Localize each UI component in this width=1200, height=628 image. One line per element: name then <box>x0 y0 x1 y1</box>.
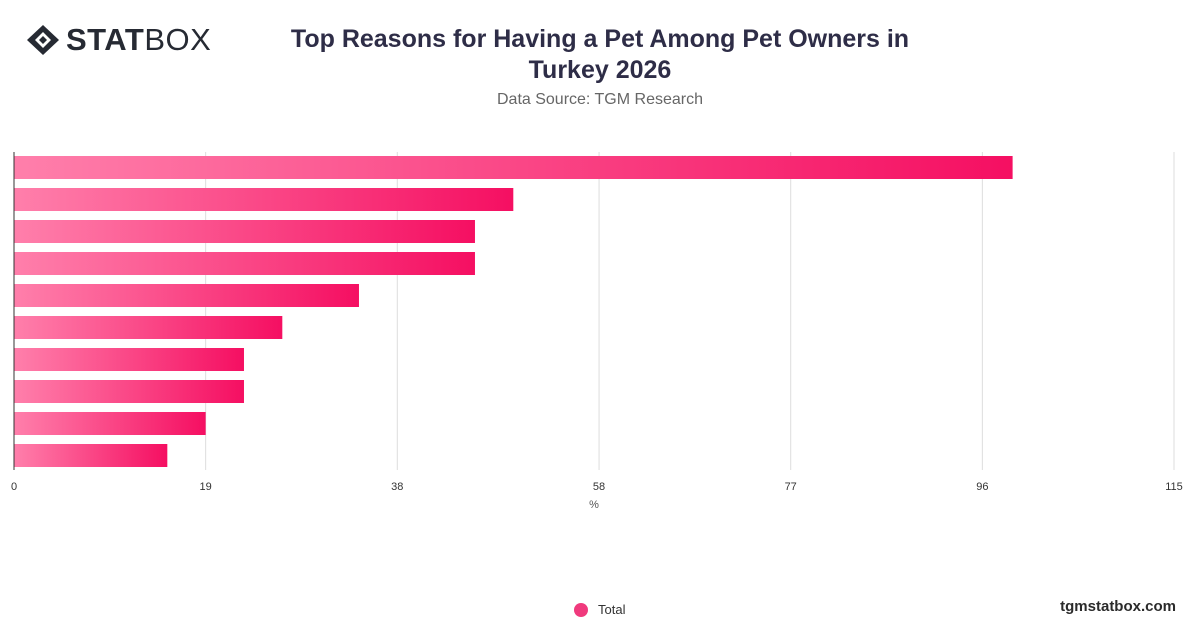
bar[interactable] <box>14 220 475 243</box>
bar[interactable] <box>14 156 1013 179</box>
bar[interactable] <box>14 316 283 339</box>
x-axis-ticks: 0 19 38 58 77 96 115 <box>11 481 1183 493</box>
logo-text: STATBOX <box>66 24 211 56</box>
bar-chart: 0 19 38 58 77 96 115 % <box>11 152 1183 511</box>
bar[interactable] <box>14 348 244 371</box>
logo-text-bold: STAT <box>66 22 145 57</box>
x-tick-label: 115 <box>1165 481 1183 493</box>
bar[interactable] <box>14 252 475 275</box>
bar[interactable] <box>14 444 168 467</box>
legend[interactable]: Total <box>574 602 625 617</box>
chart-title: Top Reasons for Having a Pet Among Pet O… <box>290 25 910 84</box>
legend-marker-total <box>574 602 588 617</box>
x-tick-label: 58 <box>593 481 605 493</box>
bar[interactable] <box>14 412 206 435</box>
x-axis-label: % <box>589 499 599 511</box>
x-tick-label: 77 <box>785 481 797 493</box>
x-tick-label: 38 <box>391 481 403 493</box>
bar[interactable] <box>14 284 359 307</box>
footer-site: tgmstatbox.com <box>1060 598 1176 615</box>
legend-label-total: Total <box>598 602 626 617</box>
statbox-logo-icon <box>27 25 59 55</box>
chart-subtitle: Data Source: TGM Research <box>496 91 703 108</box>
bars <box>14 156 1013 467</box>
logo-text-light: BOX <box>144 22 212 57</box>
x-tick-label: 96 <box>976 481 988 493</box>
bar[interactable] <box>14 188 514 211</box>
statbox-logo: STATBOX <box>26 24 211 56</box>
x-tick-label: 19 <box>200 481 212 493</box>
x-tick-label: 0 <box>11 481 17 493</box>
bar[interactable] <box>14 380 244 403</box>
